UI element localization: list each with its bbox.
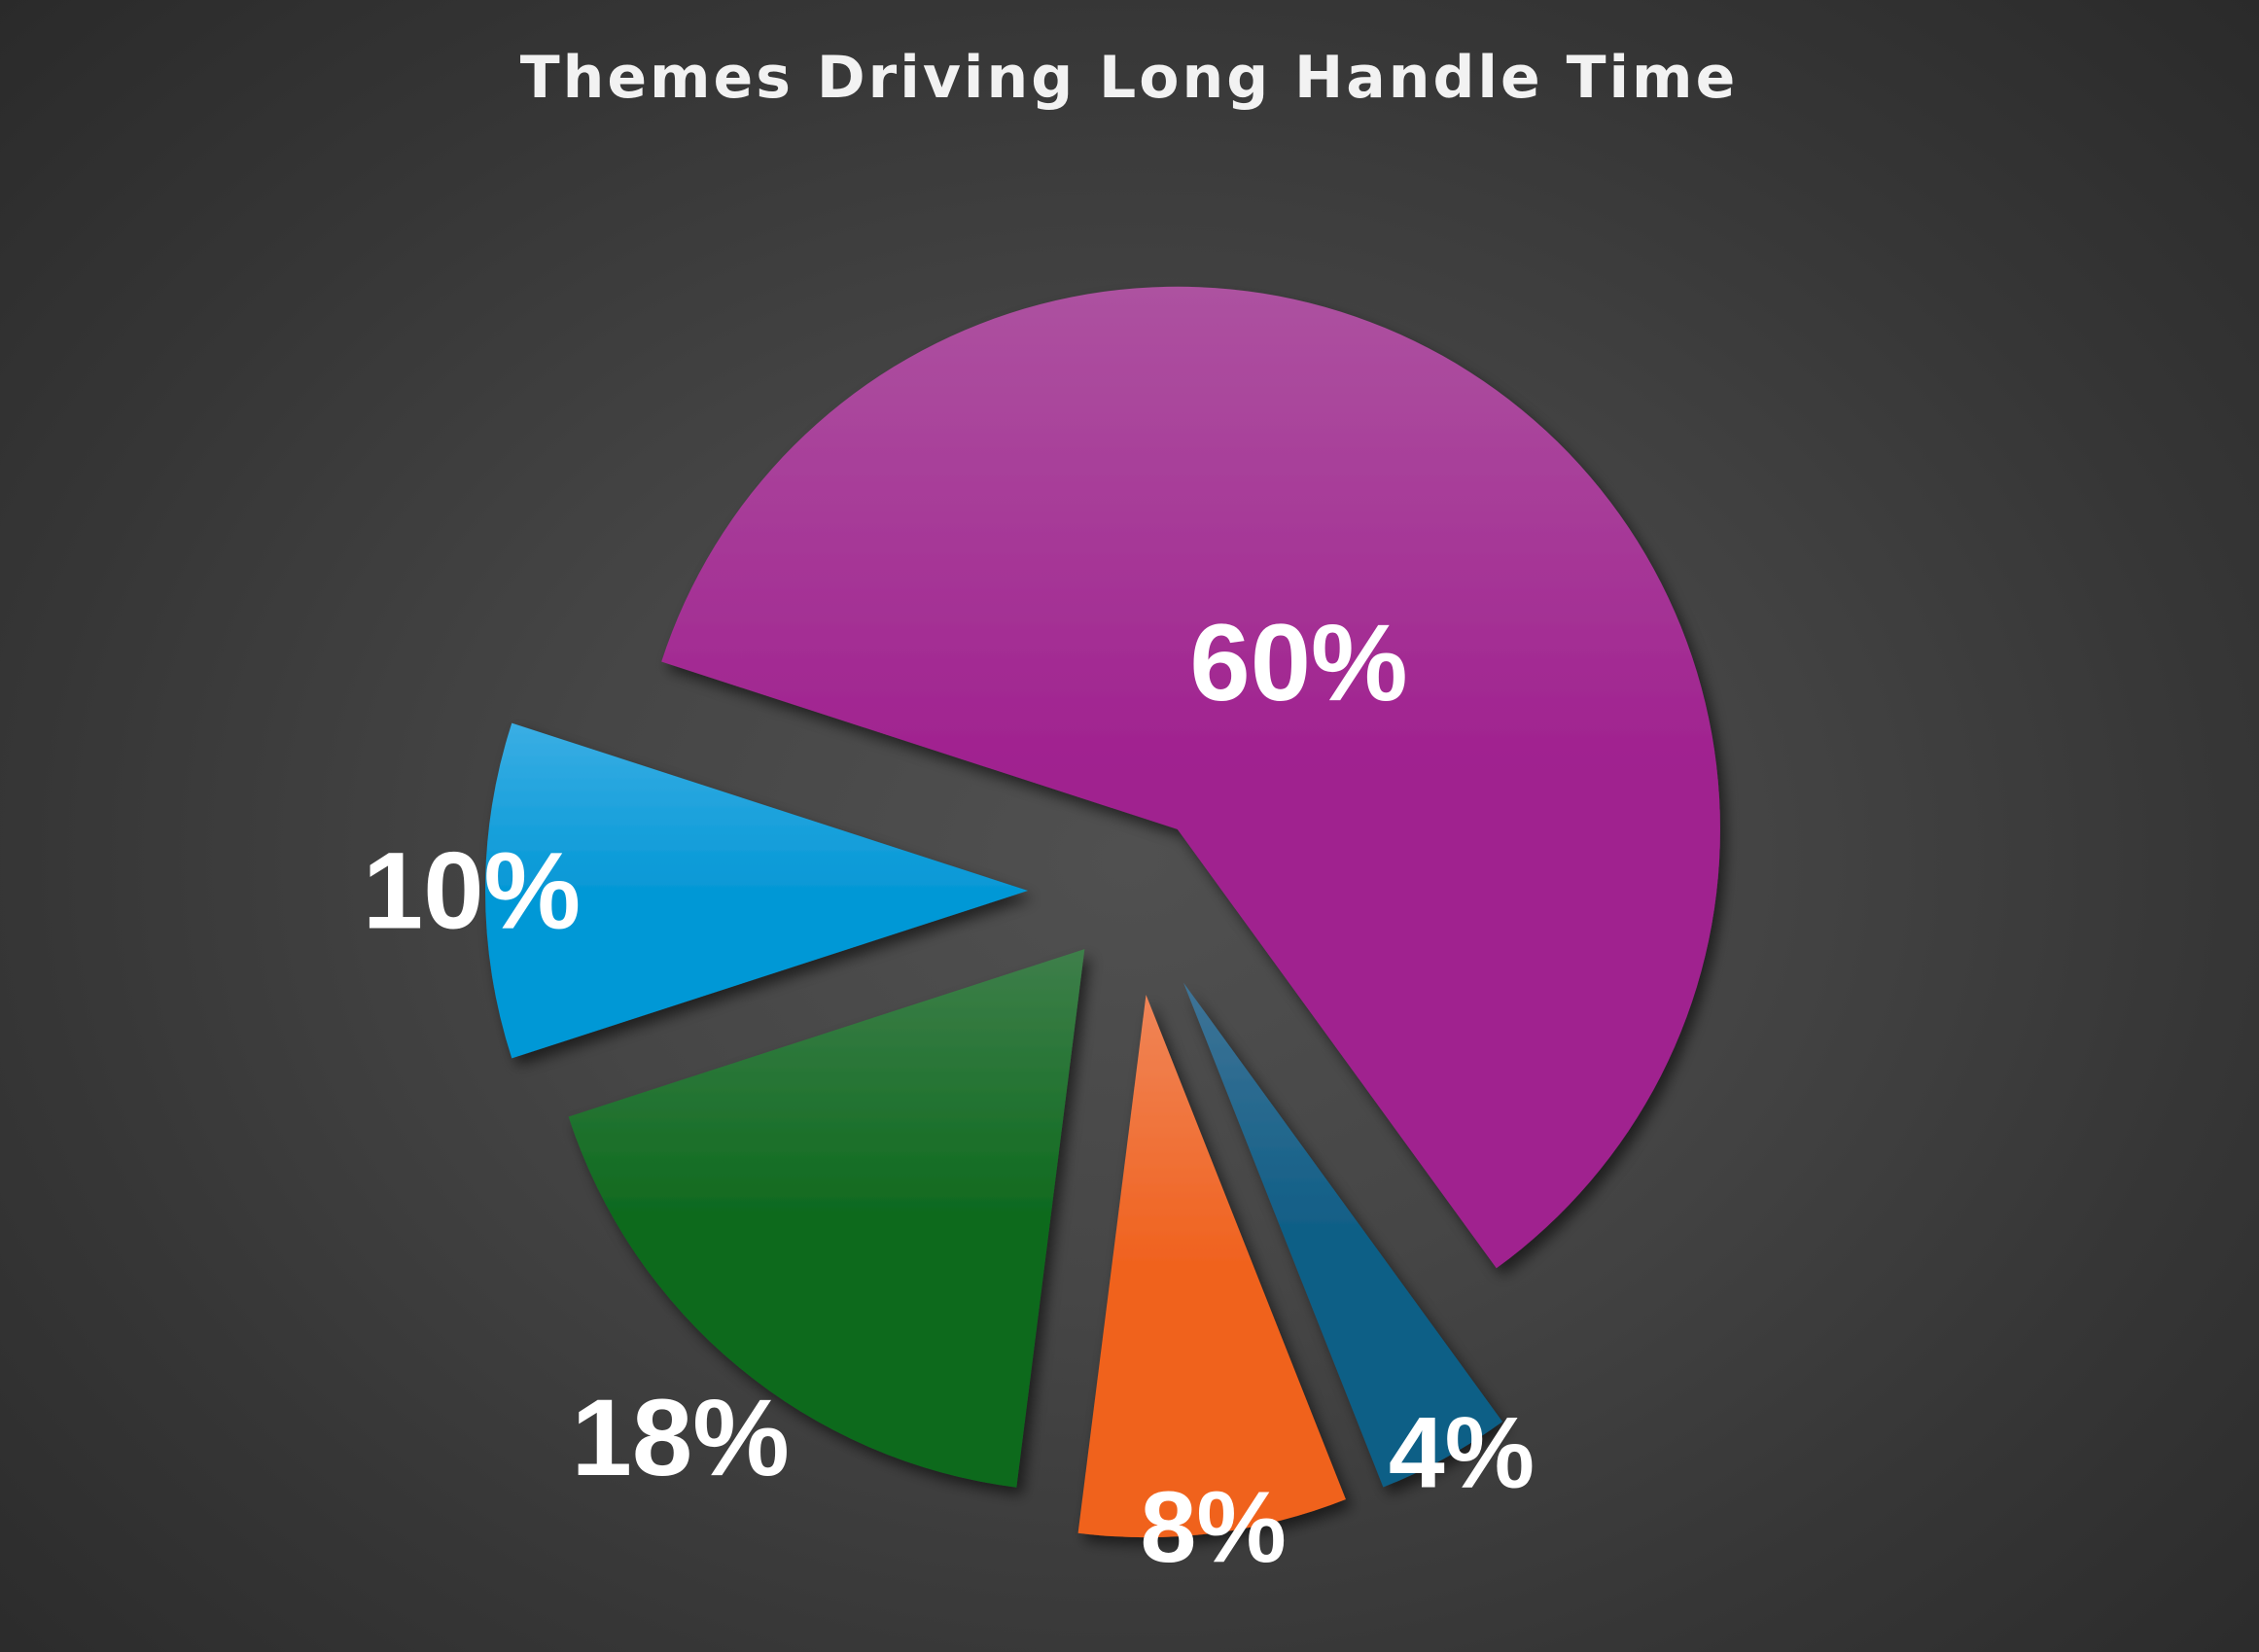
slice-label-8: 8%	[1141, 1471, 1287, 1584]
pie-slice-8	[1077, 995, 1346, 1538]
pie-slice-10	[484, 722, 1028, 1059]
chart-title: Themes Driving Long Handle Time	[520, 44, 1739, 112]
pie-slice-4	[1183, 982, 1502, 1488]
pie-slices	[484, 286, 1720, 1538]
pie-slice-18	[568, 949, 1085, 1488]
slice-labels: 60% 4% 8% 18% 10%	[363, 602, 1535, 1584]
slice-label-60: 60%	[1189, 602, 1407, 723]
slice-label-18: 18%	[572, 1377, 790, 1498]
pie-slice-60	[661, 286, 1720, 1269]
slice-label-4: 4%	[1389, 1396, 1535, 1509]
slice-label-10: 10%	[363, 830, 581, 952]
